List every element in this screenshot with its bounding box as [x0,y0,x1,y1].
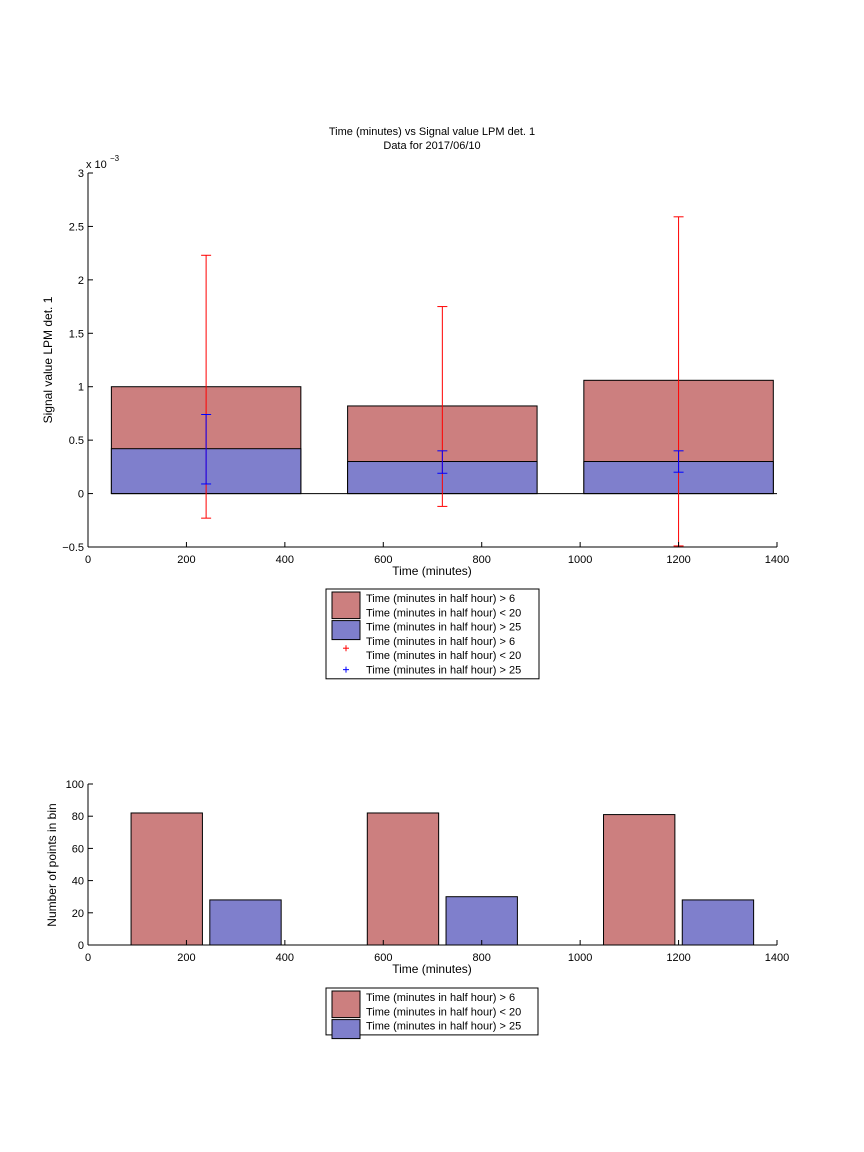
x-axis-label: Time (minutes) [392,962,472,976]
y-tick-label: 1.5 [69,328,84,340]
bar [603,814,676,946]
x-tick-label: 1200 [666,952,690,964]
y-tick-label: 20 [72,908,84,920]
error-bar-layer [201,216,684,547]
x-tick-label: 600 [374,554,392,566]
x-tick-label: 1200 [666,554,690,566]
x-tick-label: 400 [276,554,294,566]
legend: Time (minutes in half hour) > 6 Time (min… [325,987,539,1040]
chart-title: Time (minutes) vs Signal value LPM det. … [329,126,535,138]
x-tick-label: 200 [177,554,195,566]
x-tick-label: 600 [374,952,392,964]
x-tick-label: 800 [473,952,491,964]
legend-label: Time (minutes in half hour) > 25 [366,1021,521,1033]
bar [130,812,203,946]
x-tick-label: 1000 [568,952,592,964]
x-tick-label: 0 [85,952,91,964]
bar [366,812,440,946]
x-tick-label: 800 [473,554,491,566]
axes: 0 200 400 600 800 1000 1200 1400 0 20 40 60 80 100 [66,779,790,964]
y-tick-label: 60 [72,843,84,855]
legend-label: Time (minutes in half hour) > 6 [366,636,515,648]
legend-label: Time (minutes in half hour) < 20 [366,650,521,662]
bar-layer [130,812,755,946]
legend-label: Time (minutes in half hour) < 20 [366,607,521,619]
legend-swatch [331,591,361,620]
legend-swatch [331,990,361,1019]
legend-label: Time (minutes in half hour) > 6 [366,593,515,605]
x-tick-label: 200 [177,952,195,964]
axes: 0 200 400 600 800 1000 1200 1400−0.500.511.522.… [62,168,789,566]
x-tick-label: 1400 [765,952,789,964]
y-exponent-base: x 10 [86,159,107,171]
y-exponent: x 10 −3 [86,154,120,171]
chart-subtitle: Data for 2017/06/10 [383,140,480,152]
legend-swatch [331,620,361,641]
signal-chart: Time (minutes) vs Signal value LPM det. … [41,126,789,680]
y-tick-label: 2.5 [69,221,84,233]
x-axis-label: Time (minutes) [392,564,472,578]
legend-label: Time (minutes in half hour) > 25 [366,622,521,634]
y-tick-label: 80 [72,811,84,823]
y-tick-label: 0 [78,940,84,952]
legend: Time (minutes in half hour) > 6 Time (min… [325,588,540,680]
count-chart: 0 200 400 600 800 1000 1200 1400 0 20 40 60 80 100 Ti… [45,779,790,1040]
y-tick-label: 100 [66,779,84,791]
legend-box [325,987,539,1036]
y-tick-label: 2 [78,275,84,287]
x-tick-label: 1000 [568,554,592,566]
y-tick-label: −0.5 [62,542,84,554]
x-tick-label: 1400 [765,554,789,566]
y-tick-label: 0 [78,489,84,501]
legend-box [325,588,540,680]
bar [209,899,282,946]
y-tick-label: 40 [72,876,84,888]
y-tick-label: 1 [78,382,84,394]
bar [681,899,755,946]
y-exponent-power: −3 [110,154,120,163]
legend-label: Time (minutes in half hour) > 25 [366,665,521,677]
y-tick-label: 3 [78,168,84,180]
y-axis-label: Signal value LPM det. 1 [41,296,55,423]
legend-swatch [331,1019,361,1040]
bar [445,896,518,946]
y-axis-label: Number of points in bin [45,803,59,926]
y-tick-label: 0.5 [69,435,84,447]
legend-label: Time (minutes in half hour) > 6 [366,992,515,1004]
legend-label: Time (minutes in half hour) < 20 [366,1006,521,1018]
x-tick-label: 0 [85,554,91,566]
x-tick-label: 400 [276,952,294,964]
